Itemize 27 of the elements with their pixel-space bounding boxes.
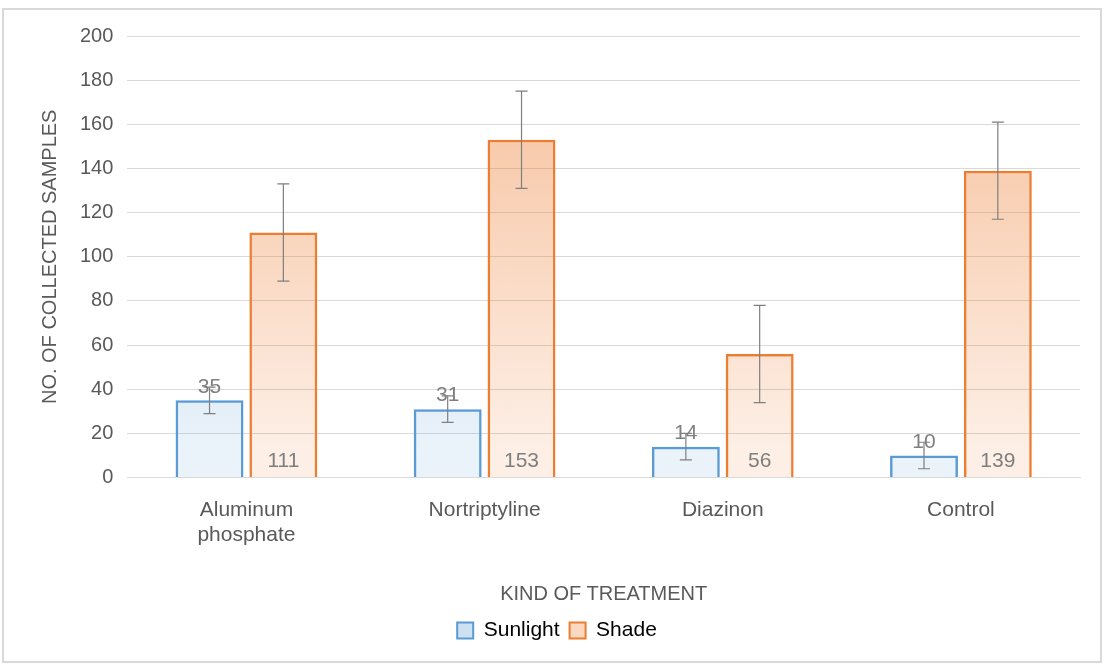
x-tick-label: Nortriptyline	[428, 497, 541, 520]
x-tick-label: Aluminum phosphate	[197, 497, 296, 546]
data-label: 31	[436, 382, 460, 406]
y-tick-label: 200	[79, 23, 114, 46]
data-label: 153	[504, 447, 540, 471]
y-tick-label: 20	[91, 420, 114, 443]
data-label: 10	[912, 428, 936, 452]
y-axis-title: NO. OF COLLECTED SAMPLES	[37, 109, 60, 405]
y-tick-label: 120	[79, 200, 114, 223]
y-tick-label: 40	[91, 376, 114, 399]
y-tick-label: 0	[102, 465, 114, 488]
x-tick-label: Control	[927, 497, 995, 520]
y-tick-label: 60	[91, 332, 114, 355]
data-label: 139	[980, 447, 1016, 471]
y-tick-label: 180	[79, 67, 114, 90]
y-tick-label: 160	[79, 111, 114, 134]
legend-label: Sunlight	[483, 617, 560, 641]
x-axis-title: KIND OF TREATMENT	[500, 581, 708, 604]
y-tick-label: 140	[79, 156, 114, 178]
y-tick-label: 100	[79, 244, 114, 267]
x-tick-label: Diazinon	[681, 497, 764, 520]
y-tick-label: 80	[91, 288, 114, 311]
data-label: 111	[267, 447, 300, 471]
data-label: 56	[748, 447, 772, 471]
data-label: 35	[197, 373, 222, 397]
legend-label: Shade	[596, 617, 657, 641]
data-label: 14	[674, 419, 698, 443]
